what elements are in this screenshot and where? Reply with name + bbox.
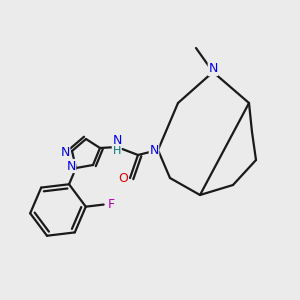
Text: N: N: [112, 134, 122, 148]
Text: H: H: [113, 146, 121, 156]
Text: N: N: [60, 146, 70, 160]
Text: F: F: [108, 198, 115, 211]
Text: O: O: [118, 172, 128, 184]
Text: N: N: [149, 143, 159, 157]
Text: N: N: [208, 62, 218, 76]
Text: N: N: [66, 160, 76, 172]
